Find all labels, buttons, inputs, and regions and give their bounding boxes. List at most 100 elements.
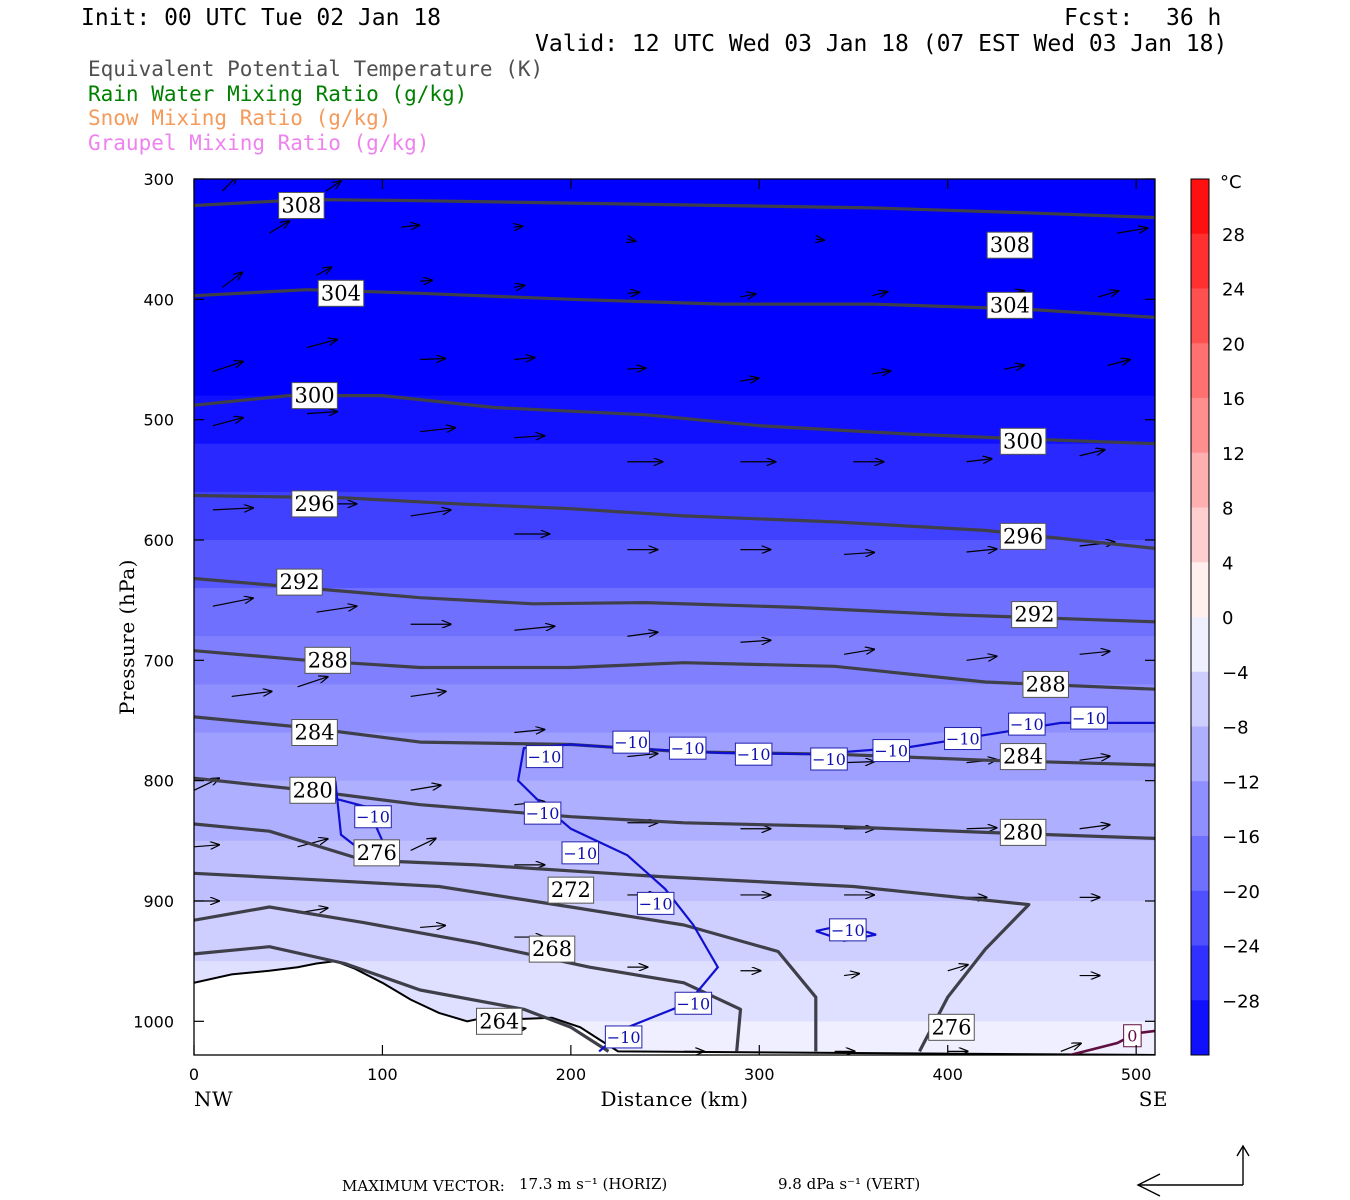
temperature-band <box>194 684 1155 734</box>
wind-vector <box>627 632 657 636</box>
contour-label-text: −10 <box>1010 715 1044 734</box>
contour-label: 308 <box>278 191 325 219</box>
wind-vector <box>194 845 219 847</box>
wind-vector <box>514 357 534 359</box>
contour-label: 292 <box>1011 601 1058 629</box>
contour-label: −10 <box>674 991 713 1015</box>
contour-label: −10 <box>668 736 707 760</box>
wind-vector <box>410 785 441 791</box>
contour-label: 288 <box>1022 670 1069 698</box>
contour-label: −10 <box>734 742 773 766</box>
x-tick-label: 100 <box>367 1065 398 1084</box>
contour-label-text: 280 <box>1003 820 1043 844</box>
wind-vector <box>269 221 289 234</box>
axes: 300 400 500 600 700 800 900 1000 0 100 200 300 400 50… <box>115 170 1168 1111</box>
y-tick-label: 1000 <box>133 1012 174 1031</box>
colorbar-segment <box>1191 343 1209 399</box>
contour-label-text: −10 <box>676 994 710 1013</box>
valid-time: Valid: 12 UTC Wed 03 Jan 18 (07 EST Wed … <box>535 31 1228 57</box>
wind-vector <box>316 606 356 613</box>
colorbar-tick-label: −8 <box>1222 718 1249 739</box>
contour-label-text: 292 <box>1014 603 1054 627</box>
contour-label-text: −10 <box>563 844 597 863</box>
theta-e-contour <box>194 822 1031 1053</box>
contour-label: 292 <box>276 568 323 596</box>
x-tick-label: 200 <box>556 1065 587 1084</box>
init-time: Init: 00 UTC Tue 02 Jan 18 <box>81 5 442 31</box>
contour-label-text: 280 <box>293 778 333 802</box>
contour-label: −10 <box>1070 706 1108 730</box>
wind-vector <box>221 272 242 288</box>
wind-vector <box>306 339 337 349</box>
wind-vector <box>1079 651 1110 654</box>
contour-label: 280 <box>999 818 1047 846</box>
contour-label: −10 <box>829 918 867 942</box>
colorbar-tick-label: 8 <box>1222 499 1233 520</box>
max-vector-vert: 9.8 dPa s⁻¹ (VERT) <box>778 1177 920 1192</box>
terrain-outline <box>194 960 1155 1055</box>
contour-label-text: 296 <box>295 492 335 516</box>
colorbar-tick-label: −12 <box>1222 772 1260 793</box>
contour-label: −10 <box>636 891 675 915</box>
colorbar-segment <box>1191 617 1209 673</box>
colorbar-segment <box>1191 562 1209 618</box>
temperature-band <box>194 443 1155 493</box>
wind-vector <box>843 649 874 655</box>
terrain <box>194 960 1155 1055</box>
wind-vector <box>221 179 237 192</box>
contour-label-text: 264 <box>479 1009 519 1033</box>
wind-vector <box>740 294 755 297</box>
wind-vector <box>1107 360 1130 367</box>
isotherm-minus10 <box>516 721 1155 1053</box>
colorbar-tick-label: −20 <box>1222 882 1260 903</box>
wind-vector <box>844 762 874 763</box>
contour-label-text: −10 <box>1072 709 1106 728</box>
wind-vector <box>514 285 524 287</box>
field-label-graupel: Graupel Mixing Ratio (g/kg) <box>88 131 430 155</box>
wind-vector <box>1117 228 1147 234</box>
theta-e-contour <box>194 945 610 1053</box>
field-label-rain: Rain Water Mixing Ratio (g/kg) <box>88 82 468 106</box>
contour-label-text: 304 <box>321 281 361 305</box>
x-tick-label: 400 <box>932 1065 963 1084</box>
contour-label: 264 <box>476 1007 523 1035</box>
wind-vector <box>410 691 446 698</box>
colorbar-tick-label: −28 <box>1222 991 1260 1012</box>
y-tick-label: 600 <box>143 531 174 550</box>
contour-label: 280 <box>289 776 336 804</box>
contour-label: 300 <box>999 427 1047 455</box>
wind-vector <box>1079 756 1110 760</box>
contour-label: −10 <box>525 745 564 769</box>
colorbar-tick-label: −16 <box>1222 827 1260 848</box>
contour-label-text: 276 <box>931 1015 971 1039</box>
contour-label: −10 <box>612 730 650 754</box>
wind-vector <box>420 925 445 927</box>
colorbar-tick-label: 4 <box>1222 553 1233 574</box>
contour-label-text: 296 <box>1003 524 1043 548</box>
y-tick-label: 500 <box>143 411 174 430</box>
temperature-band <box>194 900 1155 963</box>
contour-label-text: 292 <box>279 570 319 594</box>
contour-label: 288 <box>304 646 352 674</box>
forecast-hour-label: Fcst: <box>1064 5 1134 31</box>
colorbar-segment <box>1191 836 1209 892</box>
wind-vector <box>627 239 635 241</box>
wind-vector <box>1004 365 1024 369</box>
theta-e-contour <box>194 197 1155 220</box>
contour-label-text: −10 <box>812 750 846 769</box>
wind-vector <box>410 838 436 851</box>
wind-vector <box>627 292 639 293</box>
colorbar-tick-label: 12 <box>1222 444 1245 465</box>
contour-label: 276 <box>353 839 401 867</box>
wind-vector <box>231 691 272 698</box>
contour-labels: 308 308 304 304 300 300 296 296 292 292 288 288 284 2… <box>276 191 1142 1049</box>
temperature-band <box>194 840 1155 902</box>
forecast-hour-value: 36 h <box>1166 5 1222 31</box>
temperature-band <box>194 588 1155 638</box>
colorbar-segment <box>1191 288 1209 344</box>
contour-label: 296 <box>291 490 338 518</box>
colorbar-segment <box>1191 945 1209 1001</box>
colorbar-tick-label: −4 <box>1222 663 1249 684</box>
y-tick-label: 400 <box>143 290 174 309</box>
contour-label-text: 308 <box>990 233 1030 257</box>
